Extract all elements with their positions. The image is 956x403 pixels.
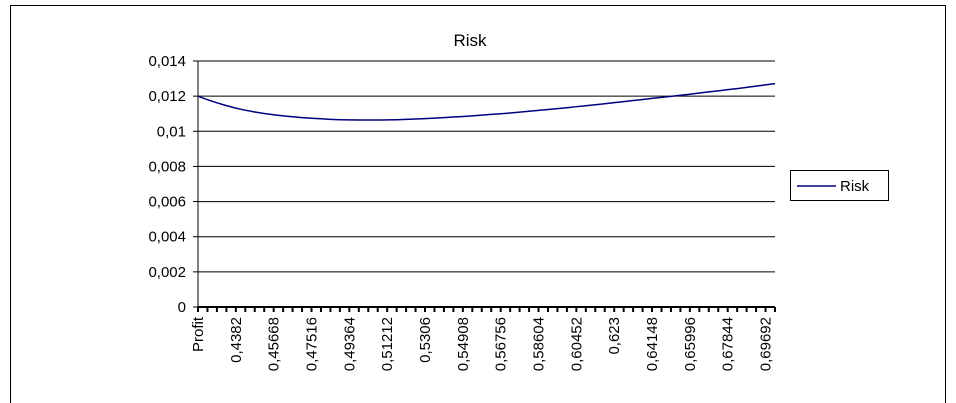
plot-area bbox=[198, 61, 775, 307]
x-tick-label: 0,67844 bbox=[720, 317, 737, 371]
y-tick-label: 0,01 bbox=[157, 123, 186, 140]
x-tick-label: 0,49364 bbox=[341, 317, 358, 371]
y-tick-label: 0,008 bbox=[148, 158, 186, 175]
y-tick-label: 0,014 bbox=[148, 53, 186, 70]
x-tick-label: Profit bbox=[190, 316, 207, 352]
x-tick-label: 0,65996 bbox=[682, 317, 699, 371]
x-tick-label: 0,54908 bbox=[455, 317, 472, 371]
y-tick-label: 0,002 bbox=[148, 264, 186, 281]
y-tick-label: 0,012 bbox=[148, 88, 186, 105]
x-tick-label: 0,47516 bbox=[304, 317, 321, 371]
chart-title: Risk bbox=[453, 31, 487, 50]
x-tick-label: 0,51212 bbox=[379, 317, 396, 371]
x-tick-label: 0,4382 bbox=[228, 317, 245, 363]
x-tick-label: 0,60452 bbox=[568, 317, 585, 371]
y-tick-label: 0 bbox=[178, 299, 186, 316]
legend-label: Risk bbox=[840, 178, 870, 195]
y-tick-label: 0,004 bbox=[148, 229, 186, 246]
x-tick-label: 0,58604 bbox=[531, 317, 548, 371]
y-tick-label: 0,006 bbox=[148, 194, 186, 211]
line-series bbox=[197, 82, 776, 121]
x-tick-label: 0,64148 bbox=[644, 317, 661, 371]
x-tick-label: 0,69692 bbox=[758, 317, 775, 371]
x-tick-label: 0,5306 bbox=[417, 317, 434, 363]
x-tick-label: 0,56756 bbox=[493, 317, 510, 371]
x-tick-label: 0,623 bbox=[606, 317, 623, 355]
x-tick-label: 0,45668 bbox=[266, 317, 283, 371]
